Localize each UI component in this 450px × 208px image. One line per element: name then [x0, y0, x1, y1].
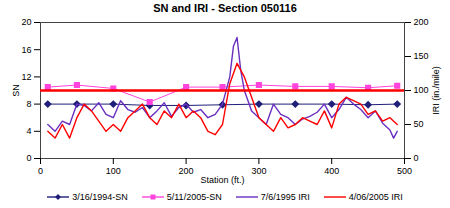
svg-text:100: 100 [106, 166, 121, 176]
svg-text:300: 300 [251, 166, 266, 176]
html-text:4/06/2005 IRI: 4/06/2005 IRI [348, 192, 403, 202]
svg-text:400: 400 [324, 166, 339, 176]
svg-text:100: 100 [414, 85, 429, 95]
svg-text:200: 200 [179, 166, 194, 176]
svg-text:SN: SN [11, 84, 21, 97]
svg-text:0: 0 [26, 153, 31, 163]
svg-text:0: 0 [38, 166, 43, 176]
svg-text:500: 500 [397, 166, 412, 176]
svg-text:150: 150 [414, 51, 429, 61]
svg-text:4: 4 [26, 126, 31, 136]
svg-text:0: 0 [414, 153, 419, 163]
svg-text:50: 50 [414, 119, 424, 129]
svg-text:12: 12 [21, 72, 31, 82]
html-text:5/11/2005-SN: 5/11/2005-SN [166, 192, 222, 202]
svg-text:8: 8 [26, 99, 31, 109]
svg-text:IRI (in./mile): IRI (in./mile) [431, 66, 441, 115]
html-text:SN and IRI - Section 050116: SN and IRI - Section 050116 [153, 2, 297, 14]
svg-text:20: 20 [21, 17, 31, 27]
svg-text:16: 16 [21, 45, 31, 55]
html-text:3/16/1994-SN: 3/16/1994-SN [72, 192, 128, 202]
html-text:7/6/1995 IRI: 7/6/1995 IRI [260, 192, 310, 202]
svg-text:200: 200 [414, 17, 429, 27]
svg-text:Station (ft.): Station (ft.) [200, 175, 244, 185]
